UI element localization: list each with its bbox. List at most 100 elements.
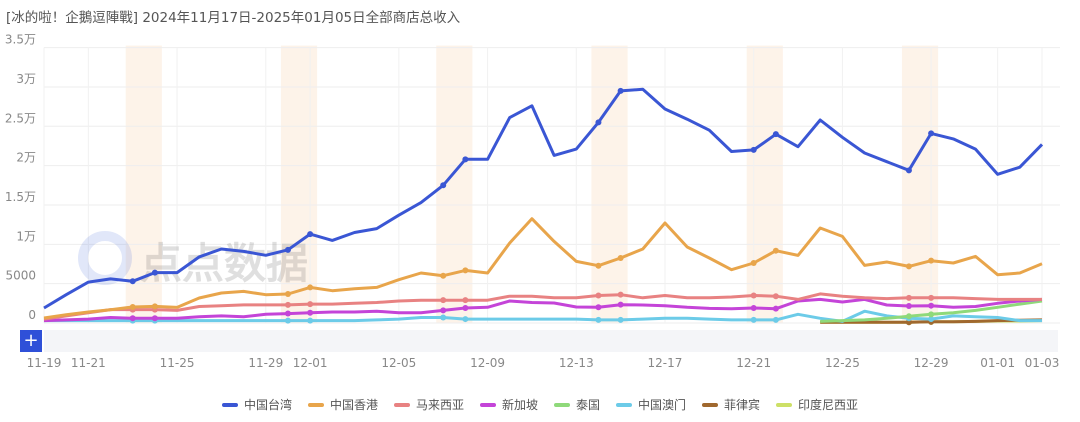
x-tick-label: 12-13 [559,356,594,370]
data-point [462,267,469,274]
legend-item[interactable]: 中国澳门 [616,396,686,413]
data-point [284,301,291,308]
data-point [928,257,935,264]
legend-swatch-icon [616,402,633,407]
data-point [617,255,624,262]
legend-label: 中国台湾 [243,398,292,412]
legend-item[interactable]: 中国台湾 [221,396,292,413]
data-point [284,246,291,253]
data-point [595,262,602,269]
data-point [617,301,624,308]
y-tick-label: 0 [28,308,36,322]
data-point [595,316,602,323]
data-point [284,290,291,297]
legend-item[interactable]: 菲律宾 [702,396,760,413]
data-point [284,310,291,317]
data-point [151,269,158,276]
legend-label: 印度尼西亚 [798,398,859,412]
data-point [440,314,447,321]
data-point [772,305,779,312]
data-point [151,315,158,322]
x-tick-label: 11-25 [160,356,195,370]
data-point [617,87,624,94]
data-point [750,292,757,299]
data-point [928,302,935,309]
data-point [462,305,469,312]
x-tick-label: 12-29 [914,356,949,370]
data-point [905,313,912,320]
data-point [462,316,469,323]
series-line-马来西亚 [43,292,1042,321]
legend-label: 新加坡 [501,398,538,412]
legend-swatch-icon [479,402,496,407]
data-point [129,315,136,322]
legend-item[interactable]: 马来西亚 [393,396,464,413]
series-line-中国澳门 [44,309,1042,323]
data-point [617,291,624,298]
data-point [772,247,779,254]
data-point [750,305,757,312]
data-point [772,316,779,323]
watermark-text: 点点数据 [140,239,308,288]
data-point [307,301,314,308]
data-point [905,167,912,174]
x-tick-label: 12-01 [293,356,328,370]
y-tick-label: 1.5万 [5,190,36,204]
legend-item[interactable]: 泰国 [554,396,600,413]
data-point [307,284,314,291]
data-point [750,260,757,267]
legend-swatch-icon [307,402,324,407]
legend-swatch-icon [393,402,410,407]
data-point [905,263,912,270]
x-tick-label: 12-05 [381,356,416,370]
data-zoom-slider[interactable] [44,330,1058,352]
legend-item[interactable]: 印度尼西亚 [776,396,858,413]
x-tick-label: 12-17 [648,356,683,370]
series-line-新加坡 [43,297,1043,323]
data-point [905,294,912,301]
data-point [151,303,158,310]
watermark-icon [78,231,132,285]
data-point [440,182,447,189]
legend-item[interactable]: 新加坡 [479,396,538,413]
data-point [462,156,469,163]
legend-item[interactable]: 中国香港 [307,396,378,413]
data-point [129,304,136,311]
data-point [307,309,314,316]
weekend-band [901,45,939,323]
data-point [905,303,912,310]
data-point [440,297,447,304]
x-tick-label: 01-01 [980,356,1015,370]
series-line-中国台湾 [43,87,1044,310]
data-point [129,278,136,285]
data-point [928,294,935,301]
legend-swatch-icon [776,402,793,407]
legend: 中国台湾 中国香港 马来西亚 新加坡 泰国 中国澳门 菲律宾 印度尼西亚 [0,396,1080,413]
weekend-band [746,45,783,323]
data-point [595,304,602,311]
data-point [750,146,757,153]
data-point [617,316,624,323]
legend-label: 菲律宾 [724,398,761,412]
data-point [284,317,291,324]
legend-label: 中国香港 [329,398,378,412]
data-point [462,297,469,304]
weekend-band [280,45,318,323]
x-tick-label: 12-21 [736,356,771,370]
y-tick-label: 2万 [16,151,36,165]
y-tick-label: 3万 [16,72,36,86]
zoom-expand-button[interactable]: + [20,330,42,352]
x-tick-label: 12-09 [470,356,505,370]
x-tick-label: 11-29 [248,356,283,370]
legend-label: 马来西亚 [415,398,464,412]
data-point [595,292,602,299]
y-tick-label: 2.5万 [5,111,36,125]
data-point [595,119,602,126]
x-tick-label: 01-03 [1025,356,1060,370]
series-line-中国香港 [43,217,1043,320]
data-point [772,293,779,300]
data-point [440,307,447,314]
data-point [307,317,314,324]
data-point [750,316,757,323]
legend-label: 中国澳门 [638,398,687,412]
